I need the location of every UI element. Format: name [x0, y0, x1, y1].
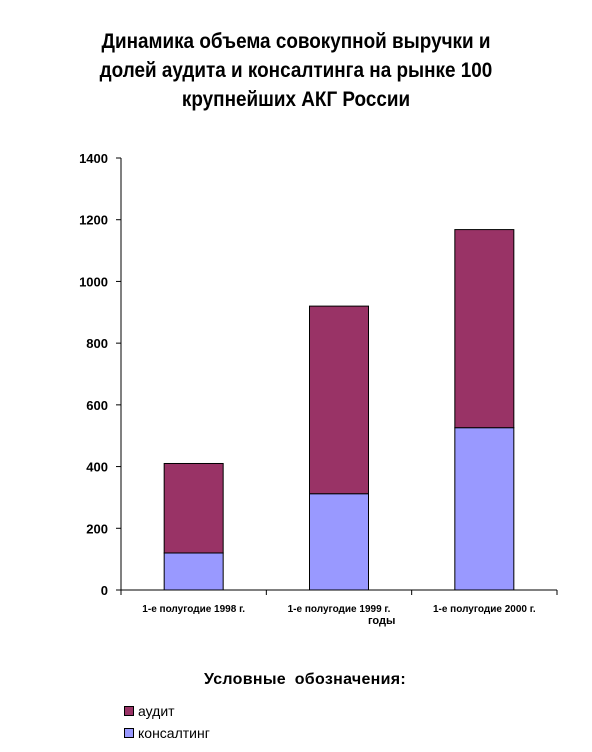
bar-audit-2	[454, 229, 515, 429]
legend-swatch-consulting	[124, 728, 134, 738]
y-tick-label-5: 1000	[79, 274, 108, 289]
y-tick-label-7: 1400	[79, 151, 108, 166]
y-tick-label-3: 600	[86, 398, 108, 413]
x-tick-label-1: 1-е полугодие 1999 г.	[288, 604, 391, 615]
x-tick-label-2: 1-е полугодие 2000 г.	[433, 604, 536, 615]
chart-title-line-3: крупнейших АКГ России	[181, 88, 411, 111]
y-tick-label-1: 200	[86, 521, 108, 536]
chart-title: Динамика объема совокупной выручки и дол…	[30, 27, 563, 114]
x-axis-label: годы	[368, 615, 395, 627]
y-tick-label-0: 0	[101, 583, 108, 598]
bar-consulting-2	[454, 427, 515, 591]
y-tick-label-4: 800	[86, 336, 108, 351]
x-tick-label-0: 1-е полугодие 1998 г.	[142, 604, 245, 615]
legend-label-audit: аудит	[138, 703, 175, 719]
bar-consulting-1	[309, 493, 369, 591]
y-tick-label-6: 1200	[79, 213, 108, 228]
bar-audit-0	[163, 462, 224, 554]
legend-title: Условные обозначения:	[203, 671, 407, 688]
y-tick-label-2: 400	[86, 460, 108, 475]
legend-swatch-audit	[124, 706, 134, 716]
chart-title-line-1: Динамика объема совокупной выручки и	[101, 30, 491, 53]
legend-item-consulting: консалтинг	[124, 725, 210, 741]
legend-label-consulting: консалтинг	[138, 725, 210, 741]
bar-consulting-0	[163, 552, 224, 591]
legend-item-audit: аудит	[124, 703, 175, 719]
chart-title-line-2: долей аудита и консалтинга на рынке 100	[99, 59, 493, 82]
bar-audit-1	[309, 305, 369, 495]
